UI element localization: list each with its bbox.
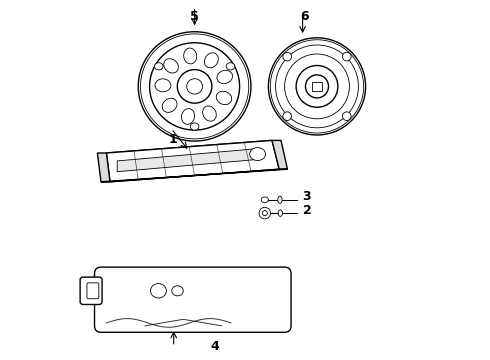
Ellipse shape [154,63,163,70]
Polygon shape [98,153,110,182]
Text: 4: 4 [210,340,219,353]
Ellipse shape [203,106,216,121]
Ellipse shape [283,52,292,61]
Ellipse shape [138,32,251,141]
Polygon shape [272,140,288,169]
Polygon shape [106,140,279,182]
Text: 6: 6 [300,10,309,23]
Ellipse shape [190,123,199,130]
FancyBboxPatch shape [87,283,99,299]
Ellipse shape [164,59,178,73]
Ellipse shape [275,45,358,128]
Ellipse shape [343,112,351,121]
FancyBboxPatch shape [312,82,321,91]
Ellipse shape [278,196,282,203]
Ellipse shape [278,210,282,216]
Text: 5: 5 [190,10,199,23]
Ellipse shape [162,98,177,112]
Ellipse shape [283,112,292,121]
Ellipse shape [155,79,171,92]
Ellipse shape [187,79,202,94]
Ellipse shape [181,109,195,124]
Polygon shape [106,140,272,162]
Ellipse shape [305,75,328,98]
Ellipse shape [172,286,183,296]
Ellipse shape [150,284,167,298]
Text: 3: 3 [303,190,311,203]
Ellipse shape [217,70,233,84]
Text: 2: 2 [303,204,311,217]
Ellipse shape [204,53,219,68]
Ellipse shape [177,69,212,103]
Ellipse shape [226,63,235,70]
Ellipse shape [262,211,268,216]
Ellipse shape [259,207,270,219]
Ellipse shape [184,48,196,64]
Ellipse shape [296,66,338,107]
Ellipse shape [285,54,349,119]
Ellipse shape [270,40,364,133]
Ellipse shape [149,43,240,130]
Ellipse shape [269,38,366,135]
Ellipse shape [250,148,266,161]
FancyBboxPatch shape [95,267,291,332]
Ellipse shape [141,34,249,139]
Ellipse shape [216,91,232,105]
Text: 1: 1 [169,133,177,146]
Polygon shape [101,169,288,182]
Polygon shape [117,148,261,172]
Polygon shape [106,140,279,182]
FancyBboxPatch shape [80,277,102,305]
Ellipse shape [343,52,351,61]
Ellipse shape [261,197,269,203]
